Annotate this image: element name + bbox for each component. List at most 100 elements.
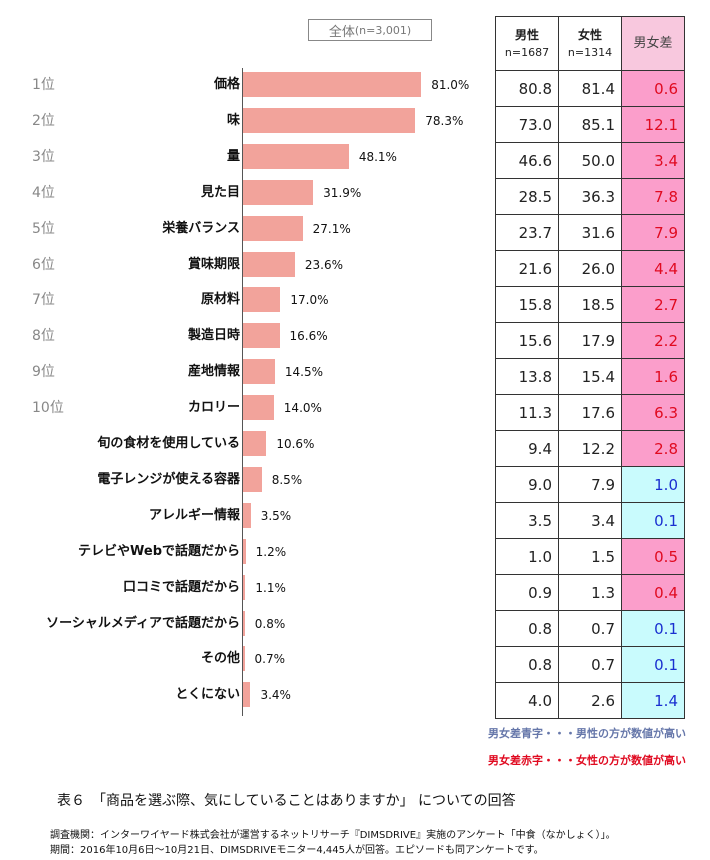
male-value: 0.8 [495, 610, 559, 647]
female-value: 36.3 [558, 178, 622, 215]
male-value: 13.8 [495, 358, 559, 395]
diff-value: 7.9 [621, 214, 685, 251]
table-row: 0.9 1.3 0.4 [495, 574, 685, 611]
male-value: 15.8 [495, 286, 559, 323]
diff-value: 2.2 [621, 322, 685, 359]
table-row: 13.8 15.4 1.6 [495, 358, 685, 395]
diff-value: 2.7 [621, 286, 685, 323]
male-value: 73.0 [495, 106, 559, 143]
diff-value: 0.1 [621, 502, 685, 539]
value-label: 10.6% [276, 437, 315, 451]
bar [243, 431, 267, 456]
table-row: 1.0 1.5 0.5 [495, 538, 685, 575]
table-row: 28.5 36.3 7.8 [495, 178, 685, 215]
male-value: 1.0 [495, 538, 559, 575]
category-label: カロリー [187, 400, 240, 416]
table-row: 23.7 31.6 7.9 [495, 214, 685, 251]
bar [243, 287, 281, 313]
value-label: 3.5% [260, 508, 292, 523]
value-label: 14.0% [283, 401, 322, 416]
category-label: 見た目 [200, 184, 240, 200]
table-row: 21.6 26.0 4.4 [495, 250, 685, 287]
category-label: とくにない [175, 687, 240, 703]
table-row: 11.3 17.6 6.3 [495, 394, 685, 431]
rank-label: 9位 [32, 364, 55, 381]
table-row: 73.0 85.1 12.1 [495, 106, 685, 143]
value-label: 48.1% [358, 149, 397, 164]
header-diff: 男女差 [621, 16, 685, 71]
male-value: 3.5 [495, 502, 559, 539]
rank-label: 2位 [32, 112, 55, 129]
bar [243, 72, 422, 97]
bar [243, 143, 349, 169]
table-row: 15.8 18.5 2.7 [495, 286, 685, 323]
bar [243, 179, 314, 205]
male-value: 0.8 [495, 646, 559, 683]
female-value: 12.2 [558, 430, 622, 467]
male-value: 46.6 [495, 142, 559, 179]
overall-label-text: 全体 [328, 24, 355, 40]
bar [243, 395, 274, 421]
table-row: 0.8 0.7 0.1 [495, 646, 685, 683]
gender-table: 男性 n=1687 女性 n=1314 男女差 80.8 81.4 0.6 73.0 8… [495, 16, 685, 719]
table-row: 3.5 3.4 0.1 [495, 502, 685, 539]
male-value: 15.6 [495, 322, 559, 359]
category-label: 旬の食材を使用している [97, 436, 240, 451]
legend-red: 男女差赤字・・・女性の方が数値が高い [488, 754, 686, 767]
male-value: 9.0 [495, 466, 559, 503]
rank-label: 1位 [32, 77, 55, 93]
diff-value: 2.8 [621, 430, 685, 467]
header-female: 女性 n=1314 [558, 16, 622, 71]
bar [243, 610, 245, 636]
female-value: 3.4 [558, 502, 622, 539]
diff-value: 1.0 [621, 466, 685, 503]
rank-label: 3位 [32, 148, 55, 165]
legend-blue: 男女差青字・・・男性の方が数値が高い [488, 727, 686, 740]
bar [243, 359, 275, 385]
rank-label: 7位 [32, 292, 55, 309]
table-row: 15.6 17.9 2.2 [495, 322, 685, 359]
value-label: 0.7% [254, 652, 286, 667]
overall-label: 全体 (n=3,001) [308, 19, 432, 41]
table-row: 9.4 12.2 2.8 [495, 430, 685, 467]
table-row: 9.0 7.9 1.0 [495, 466, 685, 503]
bar-axis [242, 68, 243, 716]
table-header-row: 男性 n=1687 女性 n=1314 男女差 [495, 16, 685, 71]
value-label: 27.1% [312, 221, 351, 236]
male-value: 23.7 [495, 214, 559, 251]
male-value: 0.9 [495, 574, 559, 611]
bar [243, 682, 251, 708]
female-value: 31.6 [558, 214, 622, 251]
female-value: 2.6 [558, 682, 622, 719]
category-label: 電子レンジが使える容器 [97, 471, 240, 487]
category-label: その他 [200, 651, 240, 667]
diff-value: 7.8 [621, 178, 685, 215]
diff-value: 0.6 [621, 70, 685, 107]
value-label: 14.5% [284, 365, 324, 380]
category-label: アレルギー情報 [148, 507, 240, 523]
rank-label: 6位 [32, 256, 55, 273]
category-label: 産地情報 [187, 364, 240, 380]
diff-value: 1.4 [621, 682, 685, 719]
value-label: 31.9% [323, 185, 362, 200]
rank-label: 10位 [32, 400, 64, 417]
female-value: 7.9 [558, 466, 622, 503]
category-label: 量 [226, 148, 240, 164]
rank-label: 4位 [32, 184, 55, 201]
header-female-label: 女性 [577, 27, 602, 42]
category-label: 栄養バランス [162, 220, 240, 236]
category-label: 原材料 [200, 292, 240, 308]
category-label: 賞味期限 [187, 256, 240, 272]
male-value: 28.5 [495, 178, 559, 215]
category-label: 口コミで話題だから [122, 579, 240, 595]
category-label: 価格 [213, 77, 240, 92]
value-label: 23.6% [304, 257, 344, 272]
bar [243, 251, 295, 277]
female-value: 0.7 [558, 610, 622, 647]
table-row: 80.8 81.4 0.6 [495, 70, 685, 107]
male-value: 21.6 [495, 250, 559, 287]
female-value: 85.1 [558, 106, 622, 143]
bar [243, 215, 303, 241]
category-label: ソーシャルメディアで話題だから [46, 615, 240, 631]
